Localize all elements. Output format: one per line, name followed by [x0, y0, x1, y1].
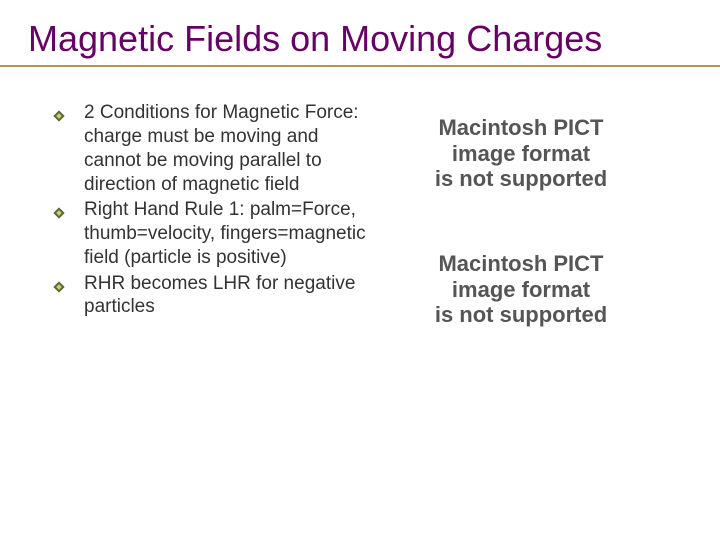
image-placeholder: Macintosh PICT image format is not suppo…: [416, 251, 626, 327]
bullet-column: 2 Conditions for Magnetic Force: charge …: [50, 101, 370, 327]
title-region: Magnetic Fields on Moving Charges: [0, 0, 720, 67]
bullet-list: 2 Conditions for Magnetic Force: charge …: [50, 101, 370, 319]
diamond-icon: [52, 106, 66, 120]
image-placeholder: Macintosh PICT image format is not suppo…: [416, 115, 626, 191]
bullet-text: RHR becomes LHR for negative particles: [84, 273, 355, 318]
placeholder-line: is not supported: [416, 166, 626, 191]
content-area: 2 Conditions for Magnetic Force: charge …: [0, 67, 720, 337]
diamond-icon: [52, 277, 66, 291]
bullet-item: 2 Conditions for Magnetic Force: charge …: [50, 101, 370, 196]
bullet-item: RHR becomes LHR for negative particles: [50, 272, 370, 320]
diamond-icon: [52, 203, 66, 217]
bullet-text: 2 Conditions for Magnetic Force: charge …: [84, 102, 359, 194]
bullet-text: Right Hand Rule 1: palm=Force, thumb=vel…: [84, 199, 366, 268]
placeholder-line: Macintosh PICT: [416, 115, 626, 140]
placeholder-line: Macintosh PICT: [416, 251, 626, 276]
placeholder-line: image format: [416, 277, 626, 302]
placeholder-line: image format: [416, 141, 626, 166]
image-column: Macintosh PICT image format is not suppo…: [370, 101, 700, 327]
bullet-item: Right Hand Rule 1: palm=Force, thumb=vel…: [50, 198, 370, 269]
slide-title: Magnetic Fields on Moving Charges: [28, 18, 692, 59]
placeholder-line: is not supported: [416, 302, 626, 327]
